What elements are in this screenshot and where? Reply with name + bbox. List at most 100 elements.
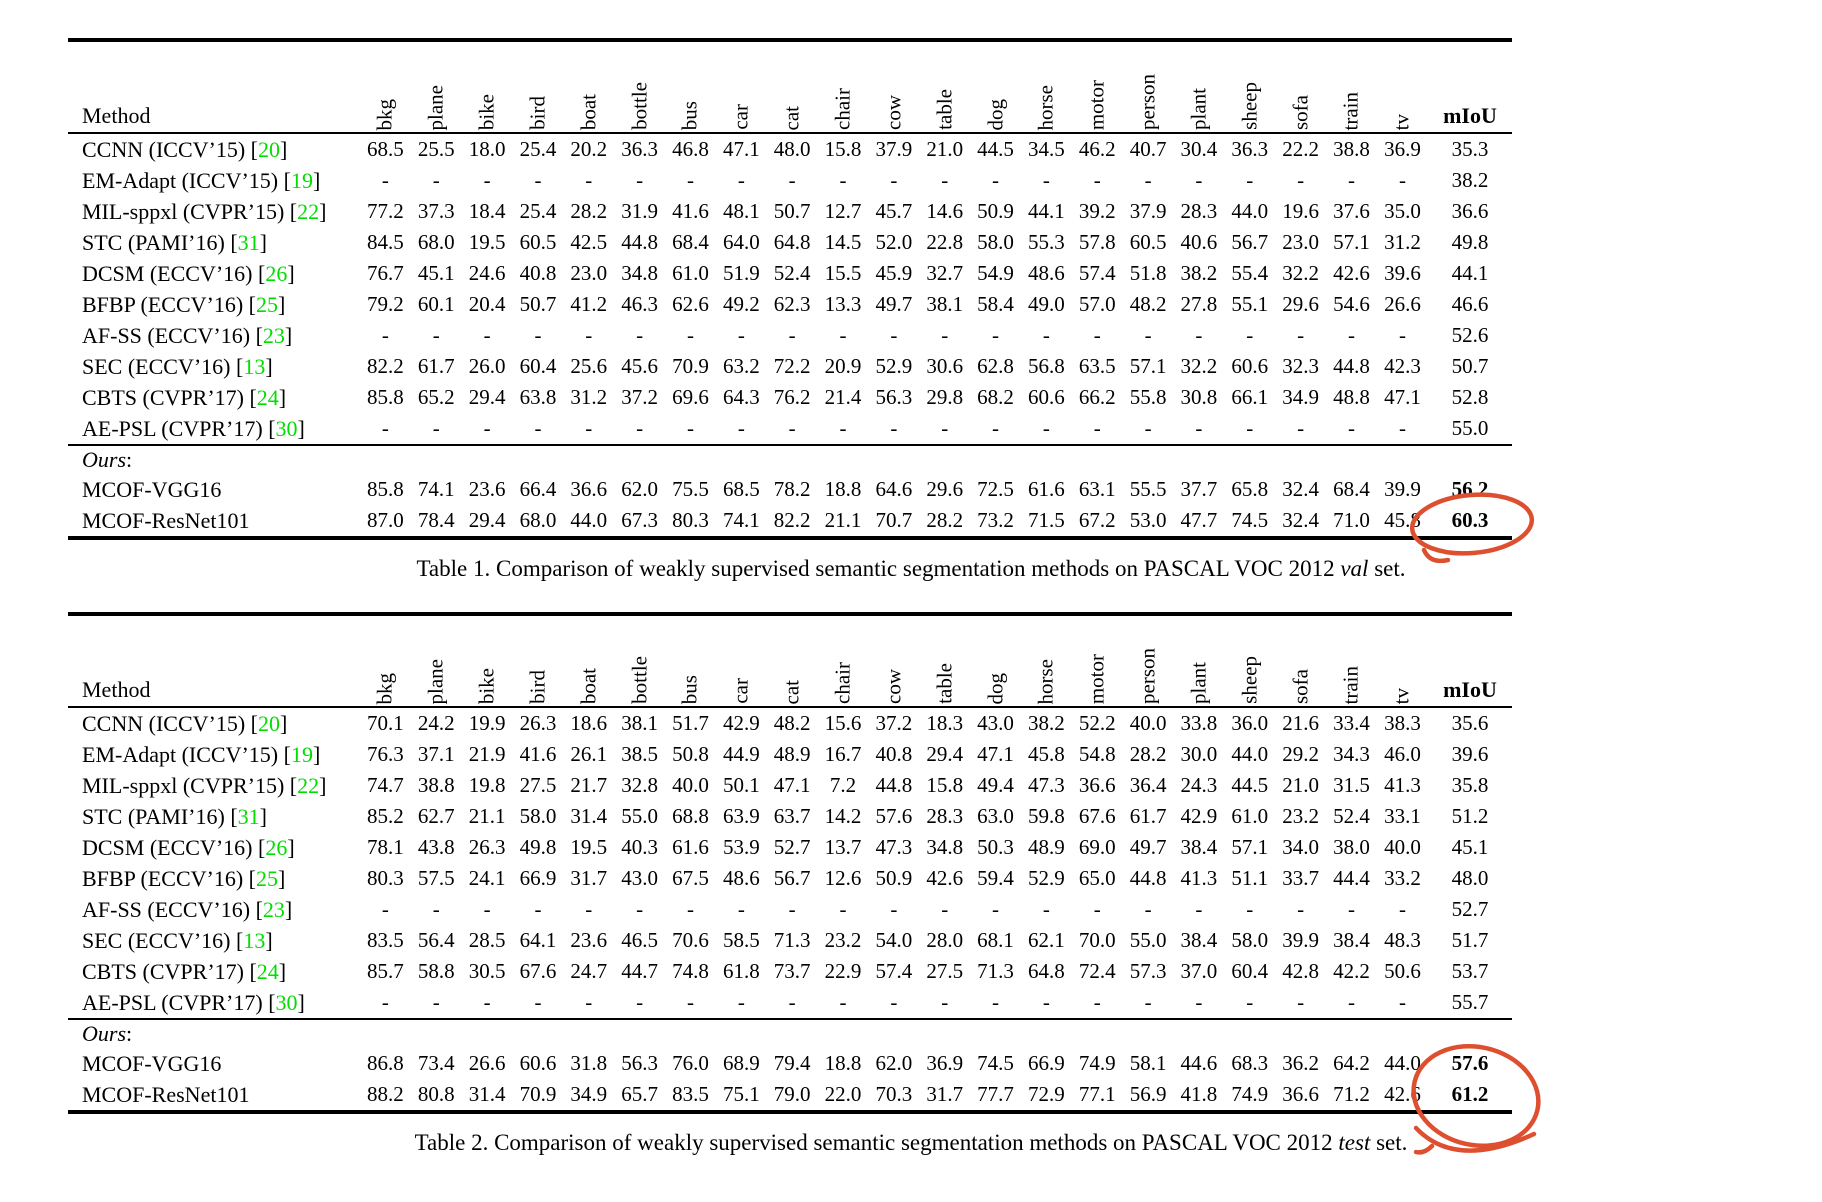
method-name: BFBP (ECCV’16) [25] xyxy=(82,291,286,317)
cell-bottle: 56.3 xyxy=(621,1051,659,1075)
cell-plane: 58.8 xyxy=(417,959,455,983)
cell-boat: 31.8 xyxy=(570,1051,608,1075)
cell-bkg: 85.7 xyxy=(367,959,404,983)
cell-person: - xyxy=(1144,323,1152,347)
cell-cow: 57.6 xyxy=(875,804,913,828)
cell-dog: - xyxy=(992,990,1000,1014)
cell-plane: - xyxy=(432,168,440,192)
column-header-cow: cow xyxy=(881,669,906,704)
cell-motor: 63.5 xyxy=(1078,354,1116,378)
cell-plant: 37.7 xyxy=(1180,477,1218,501)
cell-person: 36.4 xyxy=(1129,773,1167,797)
cell-sheep: 74.5 xyxy=(1231,508,1269,532)
cell-sheep: 44.0 xyxy=(1231,199,1269,223)
cell-motor: 69.0 xyxy=(1078,835,1116,859)
cell-bird: 25.4 xyxy=(519,199,557,223)
cell-miou: 52.7 xyxy=(1451,897,1489,921)
cell-plant: - xyxy=(1195,990,1203,1014)
cell-horse: 48.6 xyxy=(1028,261,1065,285)
cell-bird: 64.1 xyxy=(519,928,557,952)
cell-plant: - xyxy=(1195,416,1203,440)
cell-table: 36.9 xyxy=(926,1051,964,1075)
cell-bkg: 70.1 xyxy=(367,711,404,735)
cell-bus: 83.5 xyxy=(672,1082,709,1106)
cell-cat: 48.9 xyxy=(773,742,811,766)
cell-plane: 78.4 xyxy=(417,508,455,532)
cell-bkg: - xyxy=(381,897,389,921)
column-header-dog: dog xyxy=(983,672,1008,705)
cell-train: 42.2 xyxy=(1333,959,1370,983)
cell-table: 22.8 xyxy=(926,230,964,254)
column-header-train: train xyxy=(1338,665,1363,704)
cell-table: 42.6 xyxy=(926,866,964,890)
cell-bus: 68.4 xyxy=(672,230,709,254)
cell-bike: 26.6 xyxy=(468,1051,506,1075)
cell-bike: 18.0 xyxy=(468,137,506,161)
cell-chair: 18.8 xyxy=(824,477,862,501)
cell-person: - xyxy=(1144,990,1152,1014)
cell-cat: 73.7 xyxy=(773,959,811,983)
cell-tv: - xyxy=(1398,897,1406,921)
cell-motor: 66.2 xyxy=(1078,385,1116,409)
cell-bottle: 32.8 xyxy=(621,773,659,797)
cell-tv: 33.2 xyxy=(1384,866,1421,890)
cell-horse: - xyxy=(1042,897,1050,921)
cell-boat: 24.7 xyxy=(570,959,608,983)
table-row: STC (PAMI’16) [31] 84.5 68.0 19.5 60.5 42.5 44… xyxy=(68,227,1512,258)
method-name: CCNN (ICCV’15) [20] xyxy=(82,710,288,736)
cell-bkg: 76.3 xyxy=(367,742,404,766)
table-row: MCOF-VGG16 86.8 73.4 26.6 60.6 31.8 56.3 76.0 68… xyxy=(68,1048,1512,1079)
column-header-bike: bike xyxy=(474,667,499,704)
cell-bottle: 46.3 xyxy=(621,292,659,316)
column-header-plane: plane xyxy=(423,658,448,704)
cell-bike: - xyxy=(483,168,491,192)
cell-cat: 72.2 xyxy=(773,354,811,378)
table-body: CCNN (ICCV’15) [20] 70.1 24.2 19.9 26.3 18.6 3… xyxy=(68,707,1512,1112)
cell-bird: 58.0 xyxy=(519,804,557,828)
cell-plant: 24.3 xyxy=(1180,773,1218,797)
cell-chair: 13.7 xyxy=(824,835,862,859)
cell-cow: - xyxy=(890,168,898,192)
cell-table: 29.6 xyxy=(926,477,964,501)
reference-number: 26 xyxy=(265,834,288,860)
cell-car: 42.9 xyxy=(722,711,760,735)
cell-bus: 61.6 xyxy=(672,835,709,859)
cell-boat: 23.6 xyxy=(570,928,608,952)
cell-dog: 49.4 xyxy=(977,773,1014,797)
cell-plant: 37.0 xyxy=(1180,959,1218,983)
cell-plant: 38.4 xyxy=(1180,835,1218,859)
cell-sofa: 36.2 xyxy=(1282,1051,1319,1075)
cell-bus: 76.0 xyxy=(672,1051,709,1075)
cell-person: - xyxy=(1144,897,1152,921)
cell-sofa: - xyxy=(1297,168,1305,192)
cell-bird: - xyxy=(534,416,542,440)
cell-cow: - xyxy=(890,416,898,440)
cell-bkg: 85.2 xyxy=(367,804,404,828)
table-row: MIL-sppxl (CVPR’15) [22] 77.2 37.3 18.4 25.4… xyxy=(68,196,1512,227)
cell-person: 60.5 xyxy=(1129,230,1167,254)
cell-motor: - xyxy=(1093,990,1101,1014)
cell-bird: 66.4 xyxy=(519,477,557,501)
cell-miou: 61.2 xyxy=(1451,1082,1489,1106)
table-2-caption: Table 2. Comparison of weakly supervised… xyxy=(0,1114,1822,1186)
cell-table: - xyxy=(941,897,949,921)
cell-tv: 42.3 xyxy=(1384,354,1421,378)
cell-tv: - xyxy=(1398,990,1406,1014)
method-name: MCOF-ResNet101 xyxy=(82,507,250,533)
cell-bike: 26.0 xyxy=(468,354,506,378)
cell-sheep: 60.6 xyxy=(1231,354,1269,378)
cell-train: 37.6 xyxy=(1333,199,1370,223)
cell-chair: - xyxy=(839,897,847,921)
cell-motor: 52.2 xyxy=(1078,711,1116,735)
cell-chair: - xyxy=(839,323,847,347)
cell-sofa: 39.9 xyxy=(1282,928,1319,952)
cell-table: - xyxy=(941,990,949,1014)
method-name: DCSM (ECCV’16) [26] xyxy=(82,834,295,860)
cell-dog: - xyxy=(992,168,1000,192)
cell-person: 58.1 xyxy=(1129,1051,1167,1075)
cell-tv: - xyxy=(1398,323,1406,347)
method-name: SEC (ECCV’16) [13] xyxy=(82,353,273,379)
cell-cat: 48.0 xyxy=(773,137,811,161)
cell-tv: 39.9 xyxy=(1384,477,1421,501)
cell-chair: 12.6 xyxy=(824,866,862,890)
